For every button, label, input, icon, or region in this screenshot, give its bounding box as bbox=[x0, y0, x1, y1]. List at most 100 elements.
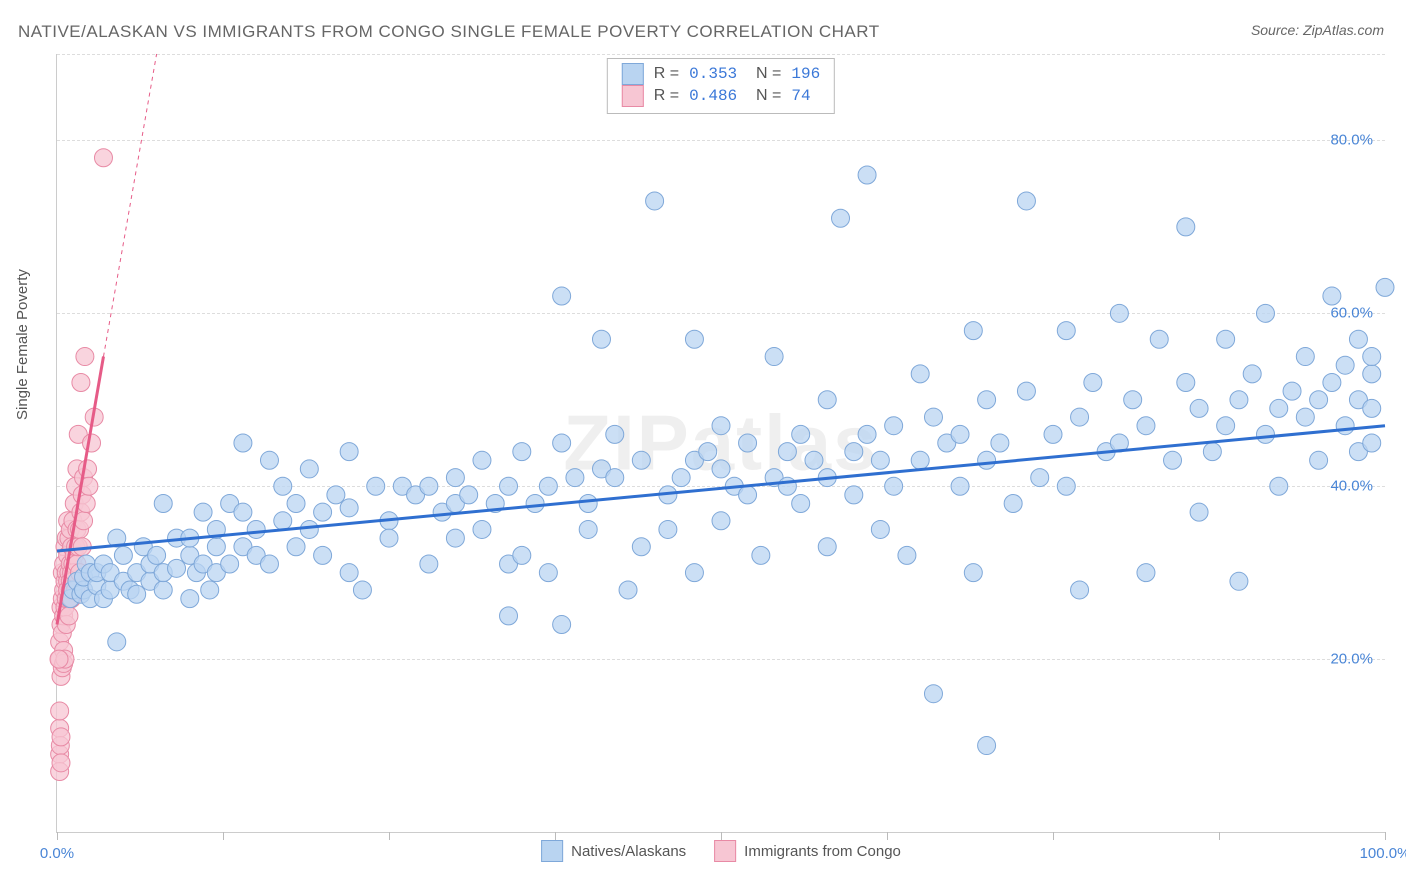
data-point bbox=[1190, 503, 1208, 521]
plot-area: ZIPatlas 20.0%40.0%60.0%80.0% R = 0.353 … bbox=[56, 54, 1385, 833]
data-point bbox=[632, 538, 650, 556]
data-point bbox=[898, 546, 916, 564]
data-point bbox=[885, 477, 903, 495]
swatch-blue-bottom bbox=[541, 840, 563, 862]
data-point bbox=[1296, 408, 1314, 426]
data-point bbox=[1363, 348, 1381, 366]
data-point bbox=[739, 486, 757, 504]
data-point bbox=[500, 477, 518, 495]
data-point bbox=[964, 564, 982, 582]
data-point bbox=[380, 529, 398, 547]
legend-label-1: Natives/Alaskans bbox=[571, 843, 686, 860]
data-point bbox=[287, 495, 305, 513]
data-point bbox=[752, 546, 770, 564]
data-point bbox=[592, 330, 610, 348]
data-point bbox=[539, 477, 557, 495]
data-point bbox=[446, 469, 464, 487]
x-tick bbox=[223, 832, 224, 840]
data-point bbox=[871, 451, 889, 469]
data-point bbox=[287, 538, 305, 556]
data-point bbox=[845, 486, 863, 504]
data-point bbox=[672, 469, 690, 487]
data-point bbox=[1137, 564, 1155, 582]
data-point bbox=[1177, 373, 1195, 391]
data-point bbox=[1217, 330, 1235, 348]
trendline-pink-ext bbox=[103, 54, 156, 357]
data-point bbox=[1256, 425, 1274, 443]
r-value-1: 0.353 bbox=[689, 63, 737, 85]
data-point bbox=[60, 607, 78, 625]
data-point bbox=[221, 555, 239, 573]
data-point bbox=[778, 443, 796, 461]
data-point bbox=[924, 408, 942, 426]
data-point bbox=[858, 425, 876, 443]
x-tick bbox=[1219, 832, 1220, 840]
data-point bbox=[539, 564, 557, 582]
legend-item-1: Natives/Alaskans bbox=[541, 840, 686, 862]
data-point bbox=[951, 477, 969, 495]
data-point bbox=[1230, 572, 1248, 590]
data-point bbox=[1164, 451, 1182, 469]
data-point bbox=[1336, 356, 1354, 374]
data-point bbox=[991, 434, 1009, 452]
data-point bbox=[964, 322, 982, 340]
data-point bbox=[1177, 218, 1195, 236]
data-point bbox=[1057, 477, 1075, 495]
data-point bbox=[51, 702, 69, 720]
data-point bbox=[1124, 391, 1142, 409]
x-tick-label-max: 100.0% bbox=[1360, 845, 1406, 862]
data-point bbox=[699, 443, 717, 461]
data-point bbox=[513, 546, 531, 564]
data-point bbox=[924, 685, 942, 703]
data-point bbox=[446, 529, 464, 547]
scatter-svg bbox=[57, 54, 1385, 832]
data-point bbox=[1071, 408, 1089, 426]
data-point bbox=[1044, 425, 1062, 443]
data-point bbox=[340, 443, 358, 461]
data-point bbox=[420, 477, 438, 495]
data-point bbox=[79, 460, 97, 478]
data-point bbox=[83, 434, 101, 452]
x-tick-label-min: 0.0% bbox=[40, 845, 74, 862]
data-point bbox=[50, 650, 68, 668]
data-point bbox=[1363, 365, 1381, 383]
data-point bbox=[619, 581, 637, 599]
data-point bbox=[1363, 399, 1381, 417]
data-point bbox=[1031, 469, 1049, 487]
data-point bbox=[274, 512, 292, 530]
data-point bbox=[1203, 443, 1221, 461]
data-point bbox=[473, 451, 491, 469]
data-point bbox=[579, 495, 597, 513]
data-point bbox=[792, 425, 810, 443]
data-point bbox=[274, 477, 292, 495]
data-point bbox=[1270, 477, 1288, 495]
data-point bbox=[1376, 278, 1394, 296]
data-point bbox=[76, 348, 94, 366]
data-point bbox=[818, 538, 836, 556]
data-point bbox=[52, 728, 70, 746]
data-point bbox=[712, 417, 730, 435]
data-point bbox=[52, 754, 70, 772]
data-point bbox=[632, 451, 650, 469]
data-point bbox=[579, 520, 597, 538]
chart-title: NATIVE/ALASKAN VS IMMIGRANTS FROM CONGO … bbox=[18, 22, 880, 42]
data-point bbox=[805, 451, 823, 469]
data-point bbox=[818, 391, 836, 409]
swatch-blue bbox=[622, 63, 644, 85]
data-point bbox=[314, 503, 332, 521]
data-point bbox=[1017, 192, 1035, 210]
data-point bbox=[234, 503, 252, 521]
data-point bbox=[154, 581, 172, 599]
legend-label-2: Immigrants from Congo bbox=[744, 843, 901, 860]
data-point bbox=[858, 166, 876, 184]
data-point bbox=[1310, 391, 1328, 409]
data-point bbox=[94, 149, 112, 167]
data-point bbox=[300, 520, 318, 538]
swatch-pink-bottom bbox=[714, 840, 736, 862]
data-point bbox=[566, 469, 584, 487]
data-point bbox=[832, 209, 850, 227]
x-tick bbox=[57, 832, 58, 840]
data-point bbox=[247, 520, 265, 538]
data-point bbox=[978, 391, 996, 409]
data-point bbox=[685, 564, 703, 582]
